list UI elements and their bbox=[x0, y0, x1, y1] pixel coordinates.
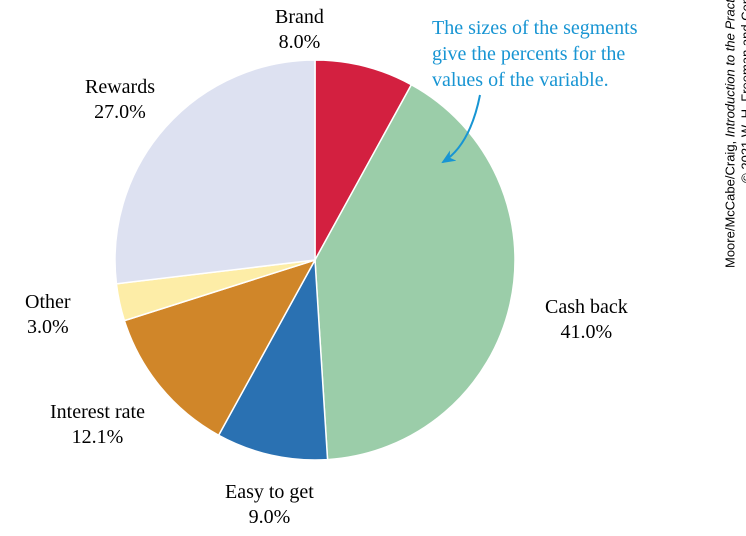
label-easytoget: Easy to get 9.0% bbox=[225, 480, 314, 530]
label-brand-percent: 8.0% bbox=[275, 30, 324, 55]
label-easytoget-name: Easy to get bbox=[225, 480, 314, 505]
annotation-text: The sizes of the segments give the perce… bbox=[432, 15, 638, 93]
attribution-line2: © 2021 W. H. Freeman and Company bbox=[738, 0, 746, 183]
annotation-line1: The sizes of the segments bbox=[432, 15, 638, 41]
annotation-line3: values of the variable. bbox=[432, 67, 638, 93]
pie-chart bbox=[115, 60, 515, 460]
label-interestrate-percent: 12.1% bbox=[50, 425, 145, 450]
pie-chart-container: Brand 8.0% Cash back 41.0% Easy to get 9… bbox=[0, 0, 746, 536]
label-easytoget-percent: 9.0% bbox=[225, 505, 314, 530]
label-other-name: Other bbox=[25, 290, 71, 315]
label-cashback-name: Cash back bbox=[545, 295, 628, 320]
label-cashback-percent: 41.0% bbox=[545, 320, 628, 345]
label-brand-name: Brand bbox=[275, 5, 324, 30]
attribution-prefix: Moore/McCabe/Craig, bbox=[722, 137, 737, 268]
annotation-line2: give the percents for the bbox=[432, 41, 638, 67]
label-cashback: Cash back 41.0% bbox=[545, 295, 628, 345]
label-other-percent: 3.0% bbox=[25, 315, 71, 340]
label-rewards-percent: 27.0% bbox=[85, 100, 155, 125]
label-interestrate-name: Interest rate bbox=[50, 400, 145, 425]
label-rewards-name: Rewards bbox=[85, 75, 155, 100]
label-interestrate: Interest rate 12.1% bbox=[50, 400, 145, 450]
label-rewards: Rewards 27.0% bbox=[85, 75, 155, 125]
label-other: Other 3.0% bbox=[25, 290, 71, 340]
label-brand: Brand 8.0% bbox=[275, 5, 324, 55]
attribution-title: Introduction to the Practice of Statisti… bbox=[722, 0, 737, 137]
